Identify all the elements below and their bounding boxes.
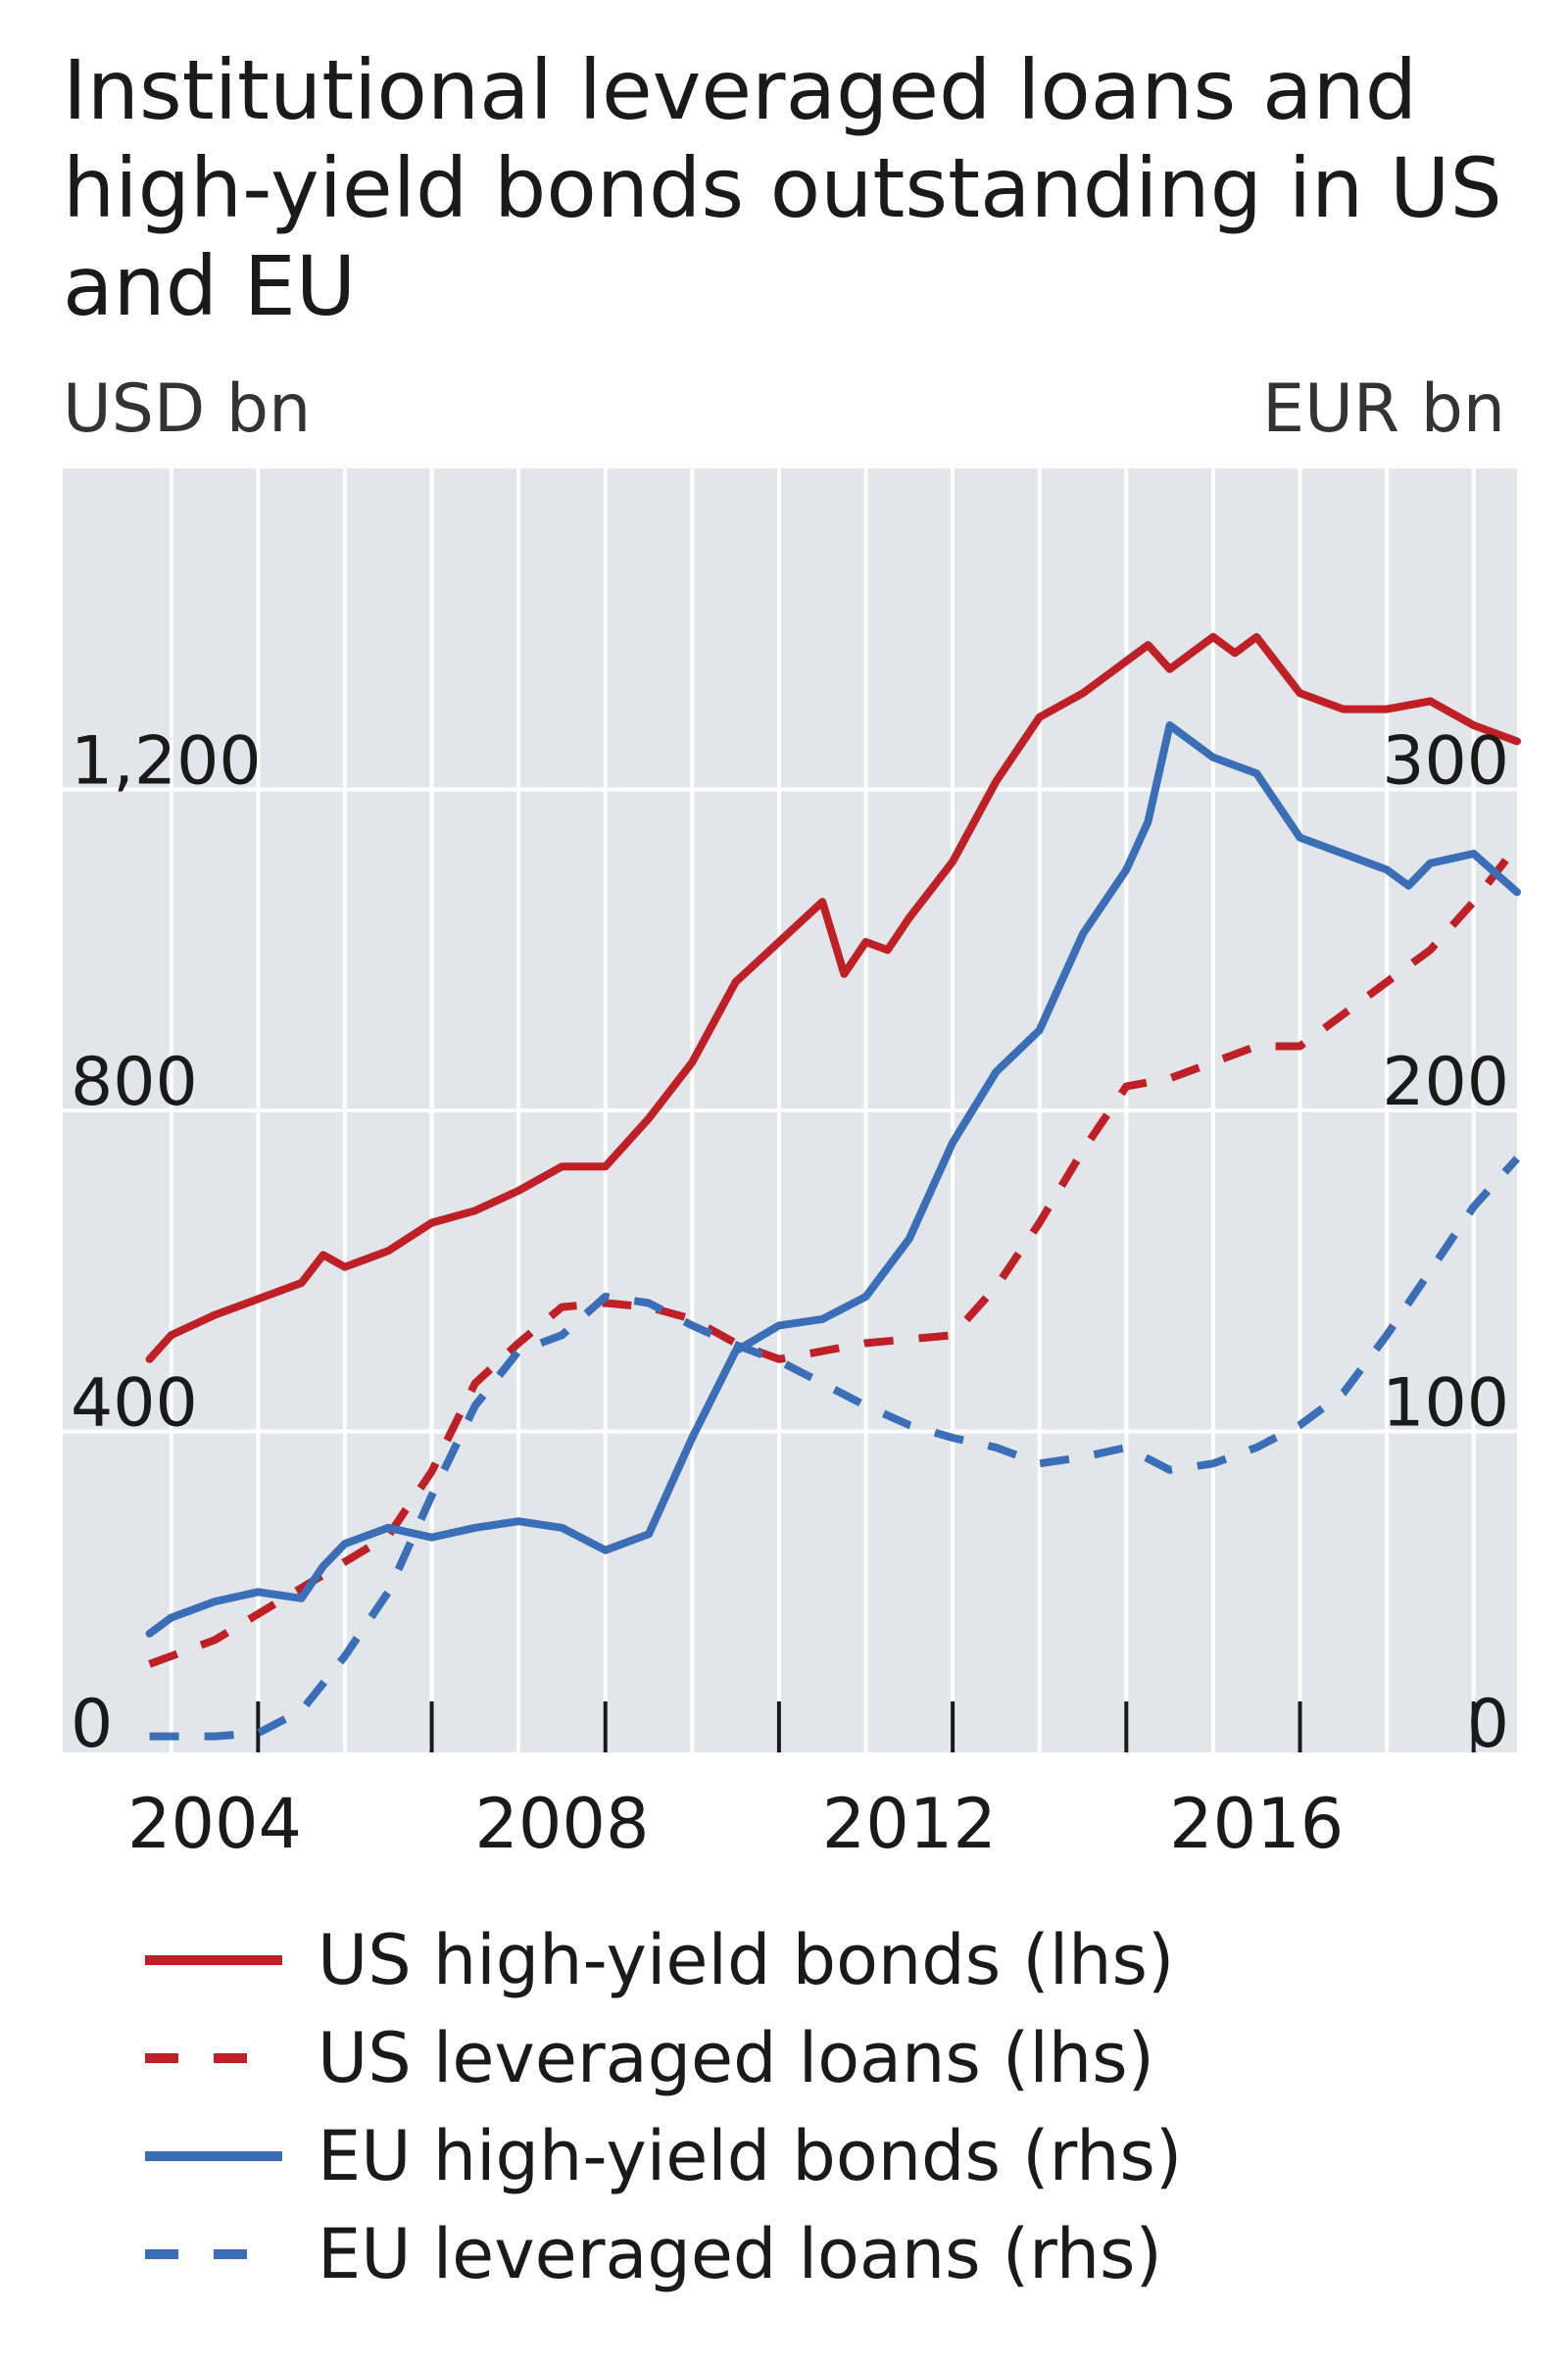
y-right-tick-label: 200 bbox=[1382, 1044, 1509, 1121]
x-tick-label: 2016 bbox=[1169, 1784, 1344, 1864]
legend-swatch bbox=[145, 2151, 282, 2161]
legend-item: EU high-yield bonds (rhs) bbox=[145, 2107, 1182, 2205]
x-tick-label: 2012 bbox=[822, 1784, 997, 1864]
legend-swatch bbox=[145, 2053, 282, 2063]
legend-swatch bbox=[145, 1955, 282, 1965]
legend-label: EU leveraged loans (rhs) bbox=[318, 2214, 1162, 2294]
series-line-4 bbox=[149, 1156, 1520, 1741]
legend-item: EU leveraged loans (rhs) bbox=[145, 2205, 1182, 2303]
series-line-2 bbox=[148, 843, 1521, 1668]
left-axis-unit: USD bn bbox=[63, 370, 312, 448]
x-tick-label: 2004 bbox=[127, 1784, 302, 1864]
y-left-tick-label: 1,200 bbox=[71, 723, 262, 801]
legend-item: US high-yield bonds (lhs) bbox=[145, 1911, 1182, 2009]
legend-item: US leveraged loans (lhs) bbox=[145, 2009, 1182, 2107]
y-right-tick-label: 0 bbox=[1467, 1686, 1509, 1763]
y-left-tick-label: 800 bbox=[71, 1044, 198, 1121]
legend-label: US high-yield bonds (lhs) bbox=[318, 1920, 1175, 2000]
legend: US high-yield bonds (lhs) US leveraged lo… bbox=[145, 1911, 1182, 2303]
y-right-tick-label: 300 bbox=[1382, 723, 1509, 801]
legend-label: US leveraged loans (lhs) bbox=[318, 2018, 1154, 2098]
legend-swatch bbox=[145, 2249, 282, 2259]
legend-label: EU high-yield bonds (rhs) bbox=[318, 2116, 1183, 2196]
x-tick-label: 2008 bbox=[474, 1784, 649, 1864]
y-right-tick-label: 100 bbox=[1382, 1365, 1509, 1443]
series-line-3 bbox=[145, 721, 1521, 1638]
y-left-tick-label: 400 bbox=[71, 1365, 198, 1443]
chart-title: Institutional leveraged loans and high-y… bbox=[63, 42, 1502, 334]
series-line-1 bbox=[145, 632, 1521, 1363]
y-left-tick-label: 0 bbox=[71, 1686, 113, 1763]
right-axis-unit: EUR bn bbox=[1262, 370, 1505, 448]
